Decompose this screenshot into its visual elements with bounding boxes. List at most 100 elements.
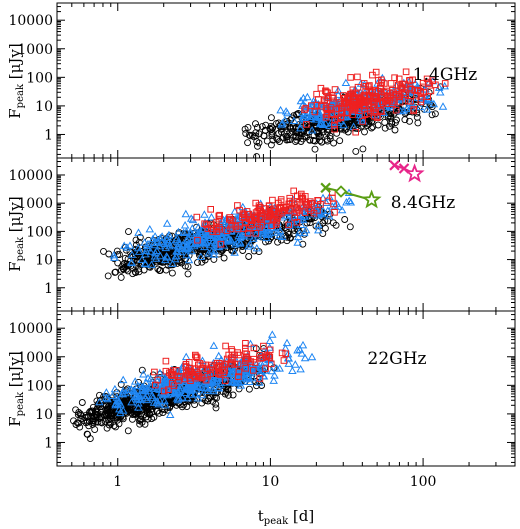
data-point-black bbox=[155, 409, 163, 417]
data-point-black bbox=[107, 415, 115, 422]
data-point-blue bbox=[134, 247, 144, 255]
data-point-red bbox=[250, 344, 258, 352]
data-point-blue bbox=[314, 225, 323, 234]
data-point-black bbox=[269, 136, 277, 144]
data-point-blue bbox=[265, 225, 274, 234]
data-point-red bbox=[378, 98, 386, 106]
data-point-blue bbox=[132, 395, 142, 403]
data-point-black bbox=[332, 221, 340, 229]
data-point-blue bbox=[235, 239, 245, 247]
data-point-red bbox=[222, 342, 229, 350]
axis-ticks: 1 10 100 1000 10000 bbox=[8, 157, 516, 311]
data-point-blue bbox=[221, 372, 230, 380]
data-point-blue bbox=[133, 243, 143, 252]
y-tick-label: 1 bbox=[44, 435, 53, 451]
data-point-blue bbox=[164, 230, 174, 239]
data-point-blue bbox=[301, 225, 311, 234]
data-point-black bbox=[311, 145, 319, 153]
data-point-red bbox=[154, 376, 162, 384]
data-point-red bbox=[265, 352, 273, 360]
data-point-blue bbox=[214, 383, 223, 391]
data-point-red bbox=[359, 118, 367, 125]
scatter-points-1-4ghz bbox=[241, 68, 449, 158]
data-point-red bbox=[186, 374, 193, 382]
data-point-blue bbox=[125, 241, 135, 249]
data-point-black bbox=[246, 132, 254, 140]
data-point-blue bbox=[311, 113, 321, 121]
data-point-red bbox=[276, 204, 284, 211]
axis-ticks: 1 10 100 1000 10000 bbox=[8, 2, 516, 158]
data-point-black bbox=[117, 380, 125, 388]
data-point-red bbox=[249, 217, 256, 224]
data-point-blue bbox=[201, 238, 211, 247]
data-point-blue bbox=[203, 386, 213, 394]
data-point-red bbox=[310, 209, 318, 217]
data-point-blue bbox=[112, 396, 122, 404]
data-point-blue bbox=[307, 125, 317, 134]
data-point-red bbox=[251, 359, 259, 366]
data-point-red bbox=[303, 201, 311, 209]
data-point-blue bbox=[190, 390, 200, 398]
data-point-blue bbox=[186, 228, 196, 236]
data-point-black bbox=[78, 399, 86, 406]
data-point-blue bbox=[200, 210, 209, 218]
data-point-blue bbox=[275, 364, 284, 372]
data-point-red bbox=[392, 106, 400, 114]
data-point-red bbox=[371, 99, 378, 107]
data-point-red bbox=[361, 111, 369, 119]
data-point-blue bbox=[339, 120, 348, 129]
data-point-black bbox=[121, 254, 129, 262]
data-point-blue bbox=[226, 369, 236, 378]
data-point-blue bbox=[129, 386, 139, 394]
data-point-black bbox=[184, 263, 192, 271]
data-point-black bbox=[261, 126, 269, 134]
data-point-blue bbox=[209, 250, 219, 258]
data-point-black bbox=[359, 145, 367, 153]
data-point-red bbox=[217, 371, 224, 378]
data-point-black bbox=[123, 265, 131, 273]
data-point-black bbox=[91, 426, 99, 434]
data-point-red bbox=[330, 95, 337, 102]
data-point-black bbox=[274, 136, 282, 144]
data-point-red bbox=[242, 365, 249, 372]
data-point-black bbox=[267, 141, 275, 149]
data-point-black bbox=[253, 123, 261, 131]
scatter-points-22ghz bbox=[70, 330, 317, 443]
data-point-red bbox=[417, 96, 425, 103]
data-point-red bbox=[262, 365, 269, 372]
data-point-blue bbox=[209, 236, 218, 245]
data-point-red bbox=[349, 111, 356, 118]
data-point-red bbox=[290, 187, 297, 195]
data-point-blue bbox=[282, 338, 292, 347]
data-point-black bbox=[198, 399, 206, 407]
data-point-red bbox=[266, 353, 274, 361]
data-point-red bbox=[377, 107, 385, 114]
data-point-red bbox=[217, 240, 225, 248]
data-point-blue bbox=[262, 229, 271, 237]
data-point-red bbox=[247, 222, 255, 229]
track-marker-green bbox=[334, 185, 348, 198]
data-point-red bbox=[182, 361, 190, 368]
data-point-red bbox=[364, 110, 371, 118]
data-point-blue bbox=[255, 378, 264, 386]
data-point-blue bbox=[140, 386, 149, 394]
data-point-blue bbox=[141, 249, 150, 258]
data-point-blue bbox=[174, 394, 184, 402]
data-point-red bbox=[186, 365, 193, 372]
data-point-red bbox=[193, 213, 201, 221]
data-point-blue bbox=[187, 239, 196, 248]
data-point-blue bbox=[325, 211, 334, 220]
data-point-red bbox=[273, 217, 280, 225]
data-point-blue bbox=[108, 391, 117, 399]
data-point-red bbox=[291, 214, 298, 221]
data-point-blue bbox=[379, 108, 389, 116]
data-point-blue bbox=[155, 368, 165, 377]
data-point-black bbox=[137, 415, 145, 423]
data-point-blue bbox=[436, 88, 445, 96]
data-point-blue bbox=[341, 78, 351, 86]
data-point-blue bbox=[295, 345, 305, 353]
data-point-blue bbox=[322, 198, 331, 206]
data-point-red bbox=[242, 340, 249, 347]
data-point-blue bbox=[306, 114, 316, 122]
data-point-red bbox=[424, 93, 431, 101]
